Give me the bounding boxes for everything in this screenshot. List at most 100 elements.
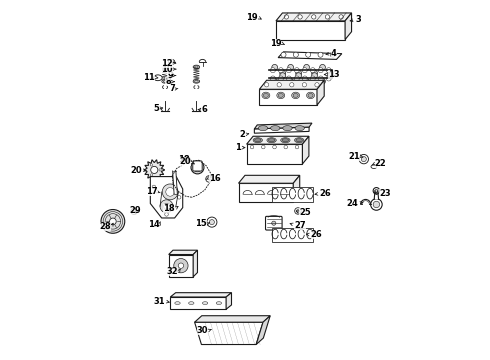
Circle shape: [133, 210, 136, 213]
Circle shape: [310, 76, 315, 81]
Circle shape: [273, 145, 276, 149]
Text: 21: 21: [348, 152, 360, 161]
Circle shape: [339, 15, 343, 19]
Ellipse shape: [304, 78, 310, 84]
Circle shape: [284, 15, 289, 19]
Circle shape: [326, 68, 331, 73]
Circle shape: [159, 169, 161, 171]
Circle shape: [298, 15, 302, 19]
Text: 26: 26: [311, 230, 322, 239]
Ellipse shape: [193, 80, 199, 83]
Circle shape: [302, 76, 307, 81]
Circle shape: [152, 185, 156, 189]
Ellipse shape: [307, 92, 315, 99]
Circle shape: [281, 52, 286, 57]
Ellipse shape: [216, 302, 221, 305]
Circle shape: [318, 68, 323, 73]
Ellipse shape: [280, 70, 286, 76]
Polygon shape: [276, 21, 345, 40]
Circle shape: [270, 68, 275, 73]
Circle shape: [166, 188, 174, 196]
Polygon shape: [193, 250, 197, 277]
Circle shape: [290, 83, 294, 87]
Circle shape: [160, 200, 173, 213]
FancyBboxPatch shape: [193, 161, 202, 171]
Circle shape: [286, 68, 292, 73]
Circle shape: [370, 199, 382, 210]
Ellipse shape: [292, 92, 299, 99]
Text: 20: 20: [130, 166, 142, 175]
Text: 17: 17: [146, 187, 157, 197]
Text: 24: 24: [346, 199, 358, 208]
Text: 3: 3: [356, 15, 361, 24]
Text: 26: 26: [319, 189, 331, 198]
Circle shape: [150, 164, 152, 166]
Text: 19: 19: [246, 13, 258, 22]
Ellipse shape: [162, 80, 169, 83]
Ellipse shape: [288, 64, 294, 70]
Circle shape: [165, 212, 169, 216]
Ellipse shape: [163, 66, 167, 68]
Circle shape: [310, 68, 315, 73]
Polygon shape: [144, 160, 165, 180]
Ellipse shape: [296, 70, 301, 76]
Text: 10: 10: [161, 65, 173, 74]
Circle shape: [296, 210, 299, 212]
Ellipse shape: [278, 93, 283, 97]
Polygon shape: [246, 144, 302, 164]
Text: 30: 30: [197, 326, 208, 335]
Polygon shape: [256, 316, 270, 345]
Text: 4: 4: [331, 49, 337, 58]
Ellipse shape: [193, 65, 199, 69]
Circle shape: [191, 161, 204, 174]
Circle shape: [361, 157, 367, 162]
Text: 31: 31: [153, 297, 165, 306]
Ellipse shape: [282, 139, 289, 142]
Text: 25: 25: [299, 208, 311, 217]
Polygon shape: [239, 183, 293, 202]
Text: 12: 12: [161, 58, 173, 68]
Text: 18: 18: [163, 204, 175, 213]
Ellipse shape: [258, 126, 268, 131]
Polygon shape: [345, 13, 351, 40]
Ellipse shape: [294, 138, 304, 143]
Ellipse shape: [272, 64, 277, 70]
Circle shape: [318, 76, 323, 81]
Ellipse shape: [189, 302, 194, 305]
Circle shape: [131, 208, 137, 215]
Circle shape: [110, 218, 116, 225]
Polygon shape: [195, 322, 263, 345]
Text: 15: 15: [195, 219, 207, 228]
Circle shape: [101, 210, 125, 233]
Circle shape: [164, 203, 170, 209]
Text: 18: 18: [177, 154, 189, 163]
Circle shape: [174, 258, 188, 273]
Ellipse shape: [371, 165, 377, 168]
Circle shape: [278, 68, 283, 73]
Circle shape: [193, 163, 202, 172]
Circle shape: [315, 83, 319, 87]
Circle shape: [284, 145, 288, 149]
Ellipse shape: [163, 80, 167, 82]
Text: 5: 5: [154, 104, 160, 112]
Circle shape: [162, 184, 178, 200]
Text: 16: 16: [209, 174, 221, 183]
Circle shape: [250, 145, 254, 149]
Circle shape: [265, 83, 269, 87]
Text: 7: 7: [170, 85, 175, 94]
Text: 32: 32: [167, 267, 178, 276]
Ellipse shape: [162, 65, 169, 69]
Ellipse shape: [312, 73, 318, 78]
Ellipse shape: [270, 126, 280, 131]
Ellipse shape: [293, 93, 298, 97]
Ellipse shape: [175, 302, 180, 305]
Polygon shape: [259, 89, 317, 105]
Text: 9: 9: [167, 71, 173, 80]
Ellipse shape: [254, 139, 261, 142]
Text: 6: 6: [201, 105, 207, 114]
Ellipse shape: [328, 73, 333, 78]
Text: 13: 13: [328, 70, 340, 79]
Ellipse shape: [288, 78, 294, 84]
Ellipse shape: [295, 126, 304, 131]
Circle shape: [286, 76, 292, 81]
